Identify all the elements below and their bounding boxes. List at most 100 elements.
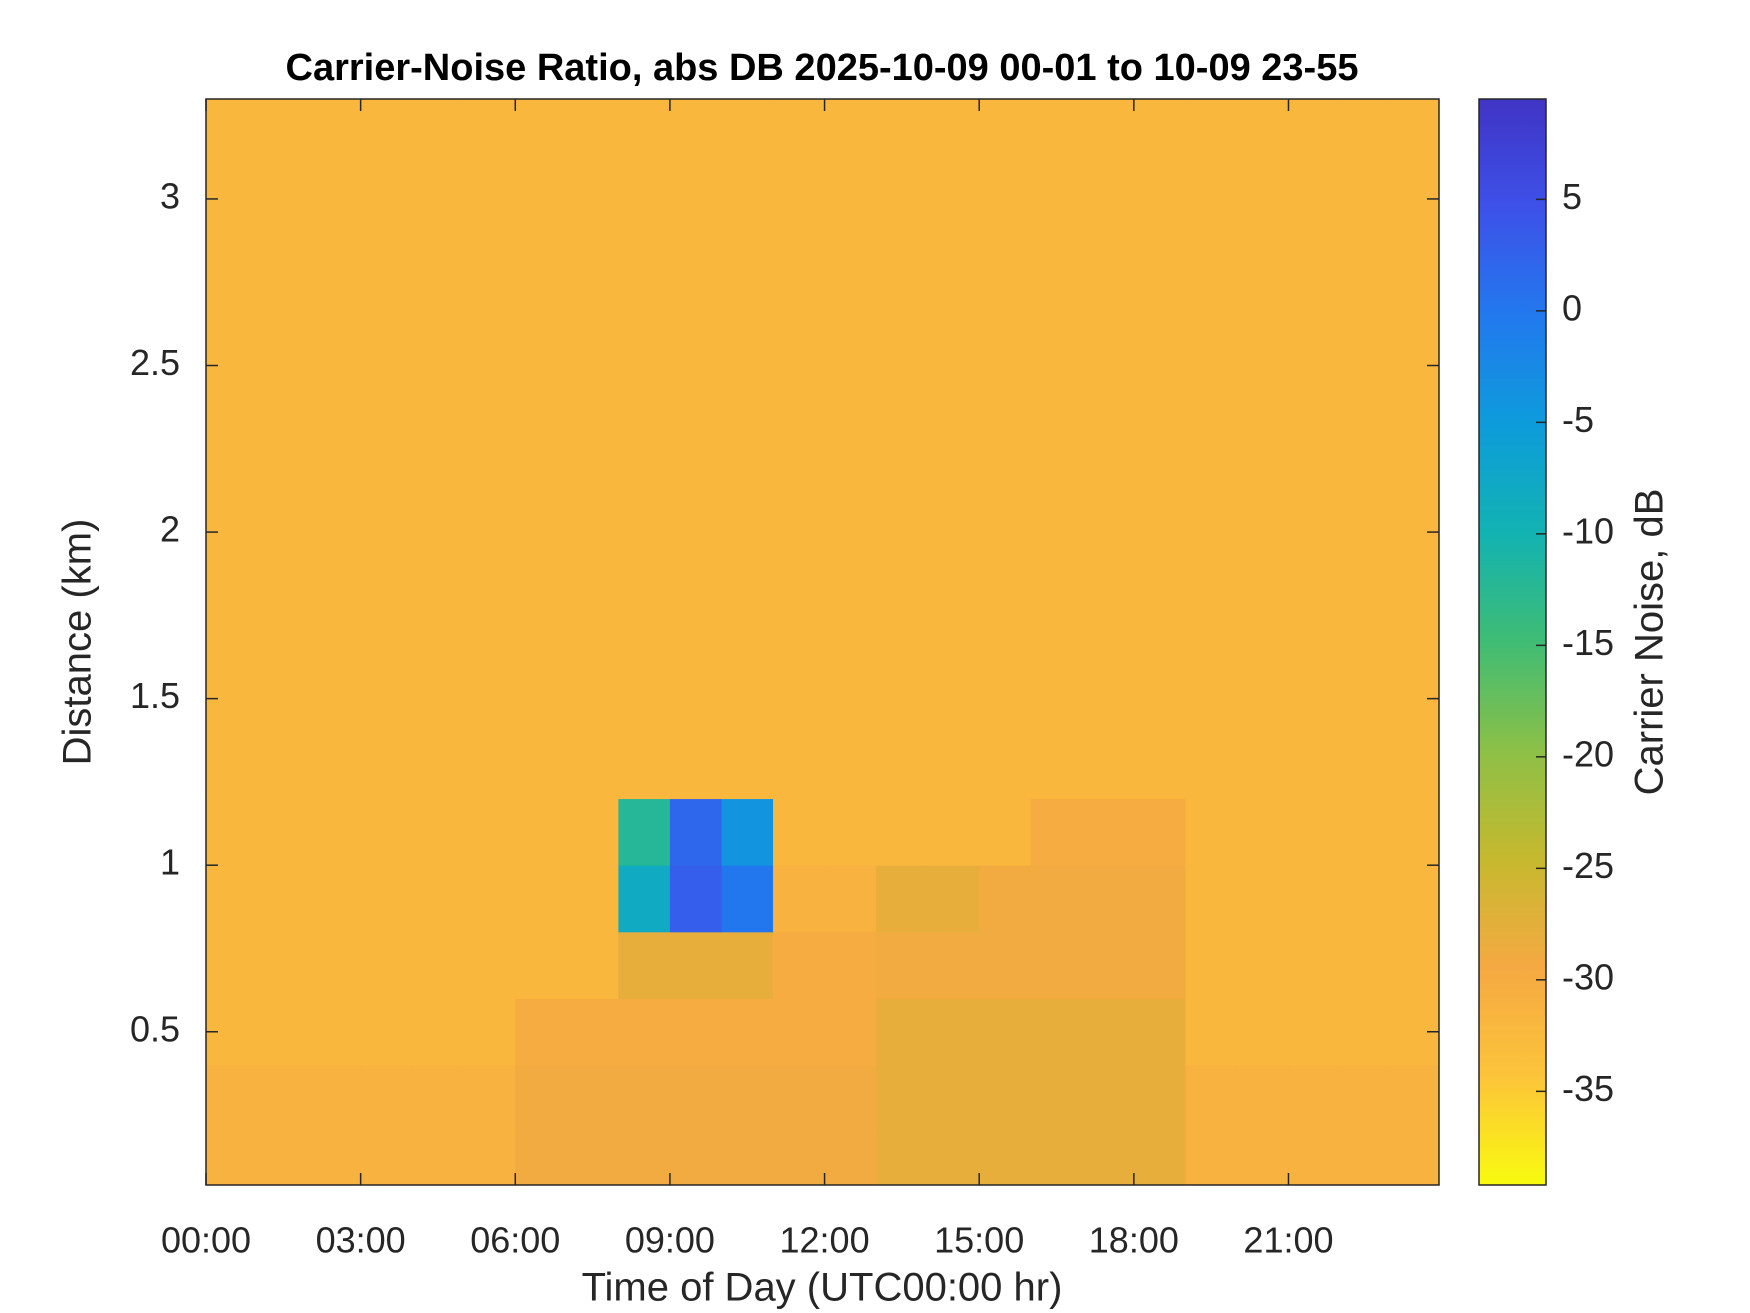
- chart-title: Carrier-Noise Ratio, abs DB 2025-10-09 0…: [286, 47, 1359, 89]
- heatmap-cell: [1185, 465, 1238, 533]
- heatmap-cell: [412, 532, 465, 600]
- heatmap-cell: [927, 332, 980, 400]
- heatmap-cell: [927, 532, 980, 600]
- heatmap-cell: [566, 1065, 619, 1133]
- colorbar-tick-label: -30: [1562, 956, 1614, 997]
- heatmap-cell: [206, 132, 259, 200]
- heatmap-cell: [1030, 1131, 1083, 1186]
- heatmap-cell: [618, 532, 671, 600]
- heatmap-cell: [1082, 532, 1135, 600]
- heatmap-cell: [1082, 1131, 1135, 1186]
- heatmap-cell: [1288, 598, 1341, 666]
- heatmap-cell: [1133, 865, 1186, 933]
- x-tick-label: 18:00: [1089, 1220, 1179, 1261]
- heatmap-cell: [1340, 99, 1393, 133]
- heatmap-cell: [515, 265, 568, 333]
- heatmap-cell: [463, 332, 516, 400]
- heatmap-cell: [309, 865, 362, 933]
- heatmap-cell: [669, 398, 722, 466]
- heatmap-cell: [721, 99, 774, 133]
- heatmap-cell: [412, 332, 465, 400]
- heatmap-cell: [773, 865, 826, 933]
- heatmap-cell: [1288, 332, 1341, 400]
- heatmap-cell: [412, 398, 465, 466]
- heatmap-cell: [618, 132, 671, 200]
- heatmap-cell: [927, 731, 980, 800]
- heatmap-cell: [257, 465, 310, 533]
- heatmap-cell: [257, 265, 310, 333]
- heatmap-cell: [1391, 798, 1440, 866]
- heatmap-cell: [1391, 132, 1440, 200]
- heatmap-cell: [876, 865, 929, 933]
- heatmap-cell: [1185, 198, 1238, 267]
- heatmap-cell: [257, 198, 310, 267]
- heatmap-cell: [566, 398, 619, 466]
- heatmap-cell: [721, 998, 774, 1066]
- heatmap-cell: [1082, 132, 1135, 200]
- heatmap-cell: [979, 465, 1032, 533]
- heatmap-cell: [309, 1065, 362, 1133]
- heatmap-cell: [876, 1131, 929, 1186]
- heatmap-cell: [721, 931, 774, 999]
- heatmap-cell: [309, 931, 362, 999]
- heatmap-cell: [979, 731, 1032, 800]
- heatmap-cell: [309, 1131, 362, 1186]
- heatmap-cell: [463, 1065, 516, 1133]
- heatmap-cell: [206, 198, 259, 267]
- heatmap-cell: [566, 665, 619, 733]
- heatmap-cell: [412, 99, 465, 133]
- heatmap-cell: [824, 931, 877, 999]
- heatmap-cell: [773, 465, 826, 533]
- heatmap-cell: [1133, 132, 1186, 200]
- heatmap-cell: [1133, 1065, 1186, 1133]
- heatmap-cell: [1030, 1065, 1083, 1133]
- heatmap-cell: [721, 731, 774, 800]
- heatmap-cell: [566, 598, 619, 666]
- heatmap-cell: [1082, 332, 1135, 400]
- heatmap-cell: [360, 731, 413, 800]
- heatmap-cell: [979, 99, 1032, 133]
- heatmap-cell: [1236, 598, 1289, 666]
- heatmap-cell: [979, 798, 1032, 866]
- heatmap-cell: [669, 731, 722, 800]
- heatmap-cell: [669, 798, 722, 866]
- heatmap-cell: [1391, 465, 1440, 533]
- heatmap-cell: [773, 198, 826, 267]
- heatmap-cell: [1340, 998, 1393, 1066]
- heatmap-cell: [1288, 998, 1341, 1066]
- heatmap-cell: [1133, 998, 1186, 1066]
- heatmap-cell: [927, 465, 980, 533]
- heatmap-cell: [1082, 465, 1135, 533]
- heatmap-cell: [206, 598, 259, 666]
- heatmap-cell: [1340, 198, 1393, 267]
- heatmap-cell: [257, 1065, 310, 1133]
- heatmap-cell: [1185, 1065, 1238, 1133]
- heatmap-cell: [824, 1065, 877, 1133]
- heatmap-cell: [1185, 865, 1238, 933]
- heatmap-cell: [824, 332, 877, 400]
- heatmap-cell: [927, 865, 980, 933]
- x-tick-label: 03:00: [316, 1220, 406, 1261]
- heatmap-cell: [257, 931, 310, 999]
- heatmap-cell: [1030, 665, 1083, 733]
- heatmap-cell: [412, 198, 465, 267]
- heatmap-cell: [1288, 665, 1341, 733]
- heatmap-cell: [773, 931, 826, 999]
- heatmap-cell: [1236, 465, 1289, 533]
- heatmap-cell: [360, 598, 413, 666]
- heatmap-cell: [360, 465, 413, 533]
- heatmap-cell: [463, 132, 516, 200]
- heatmap-cell: [1391, 532, 1440, 600]
- heatmap-cell: [1288, 731, 1341, 800]
- x-tick-label: 15:00: [934, 1220, 1024, 1261]
- heatmap-cell: [412, 598, 465, 666]
- heatmap-cell: [721, 798, 774, 866]
- heatmap-cell: [721, 865, 774, 933]
- heatmap-cell: [927, 665, 980, 733]
- heatmap-cell: [721, 265, 774, 333]
- heatmap-cell: [773, 665, 826, 733]
- heatmap-cell: [566, 1131, 619, 1186]
- heatmap-cell: [1185, 332, 1238, 400]
- heatmap-cell: [721, 198, 774, 267]
- x-tick-label: 12:00: [780, 1220, 870, 1261]
